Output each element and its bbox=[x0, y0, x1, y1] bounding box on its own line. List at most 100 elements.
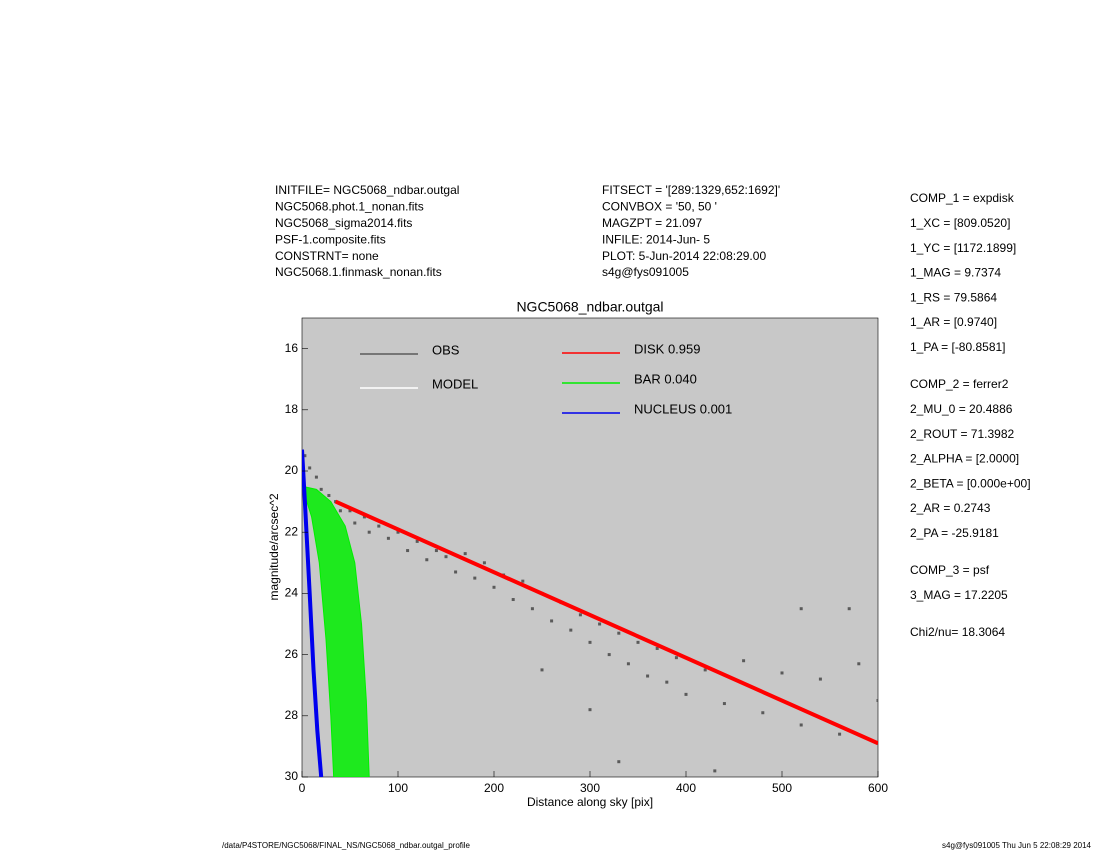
obs-point bbox=[713, 769, 717, 773]
component-param: 2_BETA = [0.000e+00] bbox=[910, 476, 1031, 490]
y-tick-label: 22 bbox=[285, 524, 299, 538]
obs-point bbox=[396, 530, 400, 534]
obs-point bbox=[780, 671, 784, 675]
obs-point bbox=[742, 659, 746, 663]
obs-point bbox=[327, 493, 331, 497]
component-param: 2_AR = 0.2743 bbox=[910, 501, 991, 515]
obs-point bbox=[569, 628, 573, 632]
header-line: s4g@fys091005 bbox=[602, 265, 689, 279]
obs-point bbox=[406, 549, 410, 553]
header-line: NGC5068_sigma2014.fits bbox=[275, 216, 412, 230]
obs-point bbox=[303, 454, 307, 458]
header-line: CONVBOX = '50, 50 ' bbox=[602, 200, 717, 214]
x-tick-label: 0 bbox=[299, 781, 306, 795]
obs-point bbox=[799, 607, 803, 611]
component-param: 2_MU_0 = 20.4886 bbox=[910, 402, 1013, 416]
legend-label: DISK 0.959 bbox=[634, 341, 701, 356]
chart-title: NGC5068_ndbar.outgal bbox=[516, 299, 663, 315]
obs-point bbox=[377, 524, 381, 528]
y-tick-label: 30 bbox=[285, 769, 299, 783]
y-tick-label: 18 bbox=[285, 402, 299, 416]
obs-point bbox=[521, 579, 525, 583]
obs-point bbox=[636, 640, 640, 644]
obs-point bbox=[348, 509, 352, 513]
obs-point bbox=[838, 732, 842, 736]
x-axis-label: Distance along sky [pix] bbox=[527, 795, 653, 809]
obs-point bbox=[454, 570, 458, 574]
obs-point bbox=[434, 549, 438, 553]
obs-point bbox=[665, 680, 669, 684]
legend-label: OBS bbox=[432, 342, 460, 357]
obs-point bbox=[338, 509, 342, 513]
obs-point bbox=[353, 521, 357, 525]
y-tick-label: 16 bbox=[285, 341, 299, 355]
obs-point bbox=[799, 723, 803, 727]
obs-point bbox=[511, 598, 515, 602]
x-tick-label: 100 bbox=[388, 781, 408, 795]
obs-point bbox=[578, 613, 582, 617]
footer-stamp: s4g@fys091005 Thu Jun 5 22:08:29 2014 bbox=[942, 841, 1092, 850]
component-param: 1_MAG = 9.7374 bbox=[910, 266, 1001, 280]
header-line: INFILE: 2014-Jun- 5 bbox=[602, 232, 710, 246]
component-param: 2_ALPHA = [2.0000] bbox=[910, 452, 1019, 466]
obs-point bbox=[530, 607, 534, 611]
header-line: PLOT: 5-Jun-2014 22:08:29.00 bbox=[602, 249, 766, 263]
header-line: INITFILE= NGC5068_ndbar.outgal bbox=[275, 183, 459, 197]
component-param: COMP_1 = expdisk bbox=[910, 191, 1015, 205]
component-param: 2_ROUT = 71.3982 bbox=[910, 427, 1015, 441]
x-tick-label: 200 bbox=[484, 781, 504, 795]
obs-point bbox=[617, 631, 621, 635]
obs-point bbox=[588, 708, 592, 712]
header-line: CONSTRNT= none bbox=[275, 249, 379, 263]
obs-point bbox=[607, 653, 611, 657]
header-line: FITSECT = '[289:1329,652:1692]' bbox=[602, 183, 780, 197]
y-axis-label: magnitude/arcsec^2 bbox=[267, 493, 281, 600]
component-param: 2_PA = -25.9181 bbox=[910, 526, 999, 540]
component-param: 1_YC = [1172.1899] bbox=[910, 241, 1016, 255]
obs-point bbox=[626, 662, 630, 666]
y-tick-label: 26 bbox=[285, 647, 299, 661]
obs-point bbox=[540, 668, 544, 672]
obs-point bbox=[425, 558, 429, 562]
obs-point bbox=[847, 607, 851, 611]
x-tick-label: 600 bbox=[868, 781, 888, 795]
obs-point bbox=[674, 656, 678, 660]
obs-point bbox=[463, 552, 467, 556]
x-tick-label: 300 bbox=[580, 781, 600, 795]
x-tick-label: 400 bbox=[676, 781, 696, 795]
obs-point bbox=[684, 692, 688, 696]
obs-point bbox=[473, 576, 477, 580]
obs-point bbox=[367, 530, 371, 534]
component-param: 1_XC = [809.0520] bbox=[910, 216, 1010, 230]
obs-point bbox=[588, 640, 592, 644]
component-param: 1_PA = [-80.8581] bbox=[910, 340, 1006, 354]
component-param: 1_AR = [0.9740] bbox=[910, 315, 997, 329]
legend-label: NUCLEUS 0.001 bbox=[634, 401, 732, 416]
obs-point bbox=[314, 475, 318, 479]
obs-point bbox=[655, 646, 659, 650]
header-line: MAGZPT = 21.097 bbox=[602, 216, 702, 230]
obs-point bbox=[362, 515, 366, 519]
plot-area bbox=[301, 317, 879, 778]
component-param: 3_MAG = 17.2205 bbox=[910, 588, 1008, 602]
component-param: COMP_2 = ferrer2 bbox=[910, 377, 1009, 391]
obs-point bbox=[857, 662, 861, 666]
model-area bbox=[302, 485, 370, 777]
component-param: COMP_3 = psf bbox=[910, 563, 990, 577]
obs-point bbox=[482, 561, 486, 565]
obs-point bbox=[598, 622, 602, 626]
component-param: 1_RS = 79.5864 bbox=[910, 290, 997, 304]
model-line bbox=[302, 449, 324, 777]
obs-point bbox=[722, 702, 726, 706]
obs-point bbox=[617, 760, 621, 764]
y-tick-label: 28 bbox=[285, 708, 299, 722]
obs-point bbox=[386, 536, 390, 540]
obs-point bbox=[444, 555, 448, 559]
y-tick-label: 20 bbox=[285, 463, 299, 477]
plot-marks bbox=[302, 449, 878, 777]
x-tick-label: 500 bbox=[772, 781, 792, 795]
obs-point bbox=[646, 674, 650, 678]
header-line: NGC5068.1.finmask_nonan.fits bbox=[275, 265, 442, 279]
